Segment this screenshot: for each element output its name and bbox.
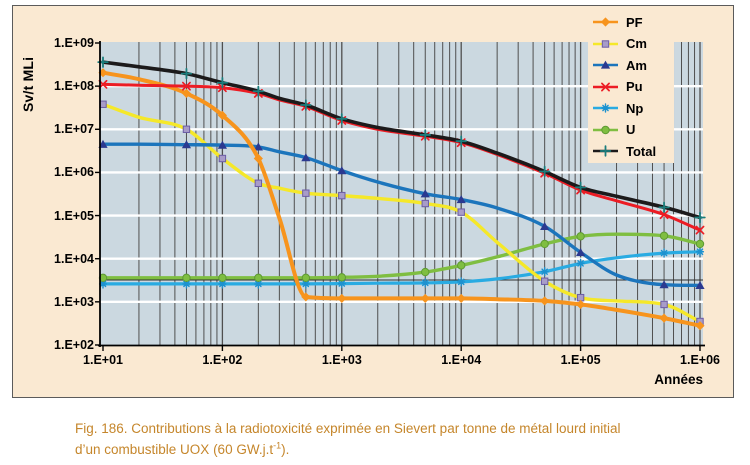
series-PF [98,68,705,331]
legend-swatch-total [593,145,618,157]
series-markers-Am [98,139,705,290]
series-line-Total [101,60,702,220]
series-line-Cm [101,102,702,324]
y-tick-label: 1.E+02 [54,337,94,352]
series-markers-Np [98,247,705,289]
series-markers-PF [98,68,705,331]
y-tick-label: 1.E+05 [54,208,94,223]
series-line-U [101,232,702,280]
legend-item-u: U [592,120,674,140]
legend-label-u: U [626,122,636,137]
legend-label-cm: Cm [626,36,647,51]
x-tick-label: 1.E+04 [441,353,482,367]
caption-line1: Fig. 186. Contributions à la radiotoxici… [75,421,621,436]
legend-item-am: Am [592,55,674,75]
legend-item-total: Total [592,141,674,161]
legend-swatch-am [593,60,618,69]
y-tick-label: 1.E+03 [54,294,94,309]
y-tick-label: 1.E+08 [54,79,94,94]
legend-item-pf: PF [592,12,674,32]
y-axis-title: Sv/t MLi [20,56,36,112]
axes [95,41,705,351]
x-axis-title: Années [654,372,703,387]
figure-caption: Fig. 186. Contributions à la radiotoxici… [75,418,735,460]
caption-line2: d’un combustible UOX (60 GW.j.t-1). [75,440,290,457]
y-tick-label: 1.E+04 [54,251,94,266]
x-tick-label: 1.E+03 [321,353,362,367]
legend-swatch-np [593,103,618,113]
legend-label-am: Am [626,57,647,73]
series-Total [97,56,706,224]
legend-swatch-u [593,125,618,134]
series-line-Am [101,142,702,288]
legend-label-total: Total [626,143,657,159]
legend-item-np: Np [592,98,674,118]
y-tick-label: 1.E+07 [54,122,94,137]
legend-swatch-pf [593,17,618,27]
legend-swatch-cm [593,39,618,48]
series-U [98,231,705,283]
x-tick-label: 1.E+06 [680,353,720,367]
x-tick-label: 1.E+01 [83,353,123,367]
legend-item-cm: Cm [592,34,674,54]
legend-swatch-pu [593,82,618,91]
legend-item-pu: Pu [592,77,674,97]
y-tick-label: 1.E+09 [54,36,94,50]
series-Am [98,139,705,290]
legend-label-pf: PF [626,14,643,30]
series-line-PF [101,70,702,328]
chart-legend: PF Cm Am Pu Np U Total [588,10,674,163]
y-tick-label: 1.E+06 [54,165,94,180]
x-tick-label: 1.E+05 [560,353,601,367]
x-tick-label: 1.E+02 [202,353,243,367]
series-markers-Total [97,56,706,224]
legend-label-np: Np [626,100,644,116]
series-markers-U [98,231,705,283]
legend-label-pu: Pu [626,79,643,94]
